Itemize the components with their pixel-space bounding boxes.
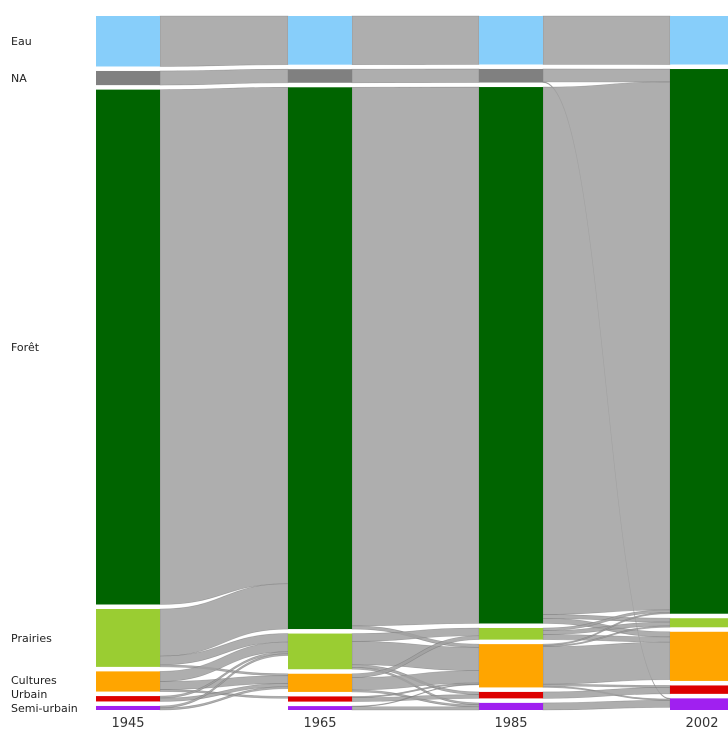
flow-1965-1985-na-to-na (351, 68, 480, 84)
flow-1945-1965-na-to-na (159, 68, 289, 86)
category-label-foret: Forêt (11, 341, 40, 354)
flow-1965-1985-urbain-to-urbain (351, 694, 480, 702)
stratum-1985-prairies (479, 627, 543, 640)
stratum-1945-na (96, 70, 160, 86)
stratum-1965-semi-urbain (288, 706, 352, 710)
flow-1985-2002-eau-to-eau (542, 15, 671, 65)
axis-label-2002: 2002 (685, 716, 718, 731)
stratum-1945-prairies (96, 609, 160, 667)
category-label-semi-urbain: Semi-urbain (11, 702, 78, 715)
category-label-eau: Eau (11, 35, 32, 48)
stratum-1965-eau (288, 16, 352, 65)
stratum-1985-semi-urbain (479, 702, 543, 710)
stratum-1985-na (479, 68, 543, 83)
stratum-1965-na (288, 69, 352, 83)
category-label-cultures: Cultures (11, 674, 57, 687)
strata-layer (96, 16, 728, 710)
stratum-2002-urbain (670, 685, 728, 694)
stratum-2002-semi-urbain (670, 698, 728, 710)
stratum-1985-eau (479, 16, 543, 65)
flow-1985-2002-cultures-to-prairies (542, 625, 671, 648)
category-label-prairies: Prairies (11, 632, 52, 645)
stratum-1945-foret (96, 89, 160, 605)
flow-1945-1965-foret-to-foret (159, 86, 289, 605)
axis-label-1985: 1985 (494, 716, 527, 731)
stratum-1965-cultures (288, 673, 352, 692)
stratum-1985-foret (479, 87, 543, 624)
stratum-2002-eau (670, 16, 728, 65)
stratum-1945-eau (96, 16, 160, 67)
stratum-1965-urbain (288, 696, 352, 702)
stratum-1945-urbain (96, 696, 160, 702)
stratum-1985-cultures (479, 644, 543, 688)
stratum-1985-urbain (479, 691, 543, 699)
axis-labels: 1945 1965 1985 2002 (111, 716, 718, 731)
stratum-2002-prairies (670, 618, 728, 628)
category-label-na: NA (11, 72, 27, 85)
axis-label-1965: 1965 (303, 716, 336, 731)
flow-1985-2002-foret-to-foret (542, 81, 671, 615)
flow-1965-1985-foret-to-foret (351, 86, 480, 627)
stratum-2002-cultures (670, 631, 728, 681)
flow-1965-1985-eau-to-eau (351, 15, 480, 65)
flow-1985-2002-na-to-foret (542, 68, 671, 83)
flow-1985-2002-urbain-to-urbain (542, 687, 671, 699)
stratum-1965-prairies (288, 633, 352, 670)
stratum-1945-semi-urbain (96, 705, 160, 710)
flow-1965-1985-semi-urbain-to-semi-urbain (351, 706, 480, 711)
stratum-1965-foret (288, 87, 352, 630)
flow-1945-1965-eau-to-eau (159, 15, 289, 67)
flow-1985-2002-semi-urbain-to-semi-urbain (542, 699, 671, 711)
flow-layer (159, 15, 671, 711)
flow-1985-2002-cultures-to-cultures (542, 641, 671, 685)
stratum-2002-foret (670, 69, 728, 614)
category-label-urbain: Urbain (11, 688, 47, 701)
category-labels: Eau NA Forêt Prairies CulturesUrbainSemi-urb… (11, 35, 78, 715)
axis-label-1945: 1945 (111, 716, 144, 731)
stratum-1945-cultures (96, 671, 160, 692)
